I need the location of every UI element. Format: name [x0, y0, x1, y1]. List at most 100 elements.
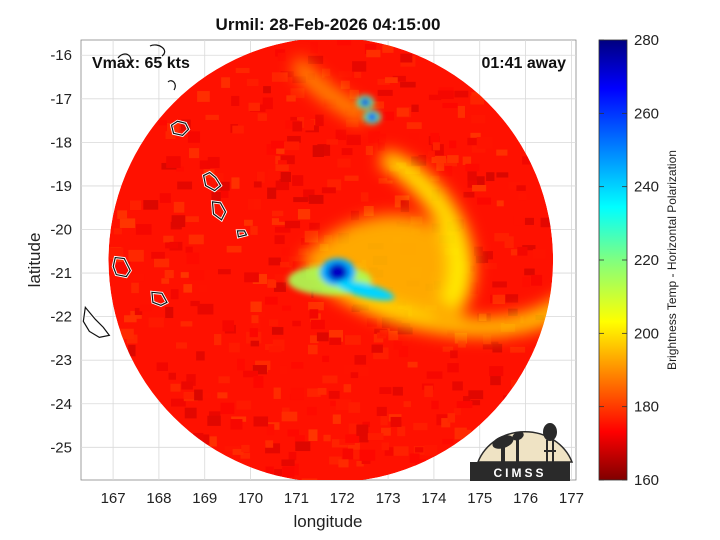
texture-cell — [207, 156, 220, 169]
y-tick-label: -22 — [50, 309, 72, 326]
texture-cell — [250, 226, 258, 235]
texture-cell — [409, 133, 419, 140]
texture-cell — [424, 385, 433, 398]
texture-cell — [382, 111, 395, 121]
texture-cell — [263, 86, 271, 94]
texture-cell — [268, 346, 282, 353]
south-band — [320, 270, 554, 337]
texture-cell — [131, 282, 139, 294]
texture-cell — [380, 413, 388, 426]
texture-cell — [378, 178, 393, 184]
texture-cell — [275, 179, 290, 191]
texture-cell — [436, 159, 445, 171]
texture-cell — [177, 181, 193, 190]
texture-cell — [344, 175, 359, 181]
texture-cell — [470, 132, 481, 142]
texture-cell — [322, 375, 338, 384]
texture-cell — [400, 200, 410, 213]
texture-cell — [267, 279, 277, 288]
x-axis-label: longitude — [293, 512, 362, 531]
y-tick-label: -25 — [50, 439, 72, 456]
texture-cell — [201, 434, 210, 445]
x-tick-label: 174 — [421, 490, 446, 507]
texture-cell — [241, 444, 250, 452]
x-tick-label: 167 — [101, 490, 126, 507]
texture-cell — [176, 166, 184, 172]
island-g — [82, 305, 111, 338]
texture-cell — [522, 156, 531, 165]
texture-cell — [207, 415, 221, 426]
north-cell-1 — [360, 98, 371, 107]
texture-cell — [472, 184, 487, 192]
island-e — [112, 256, 131, 278]
texture-cell — [409, 453, 420, 463]
texture-cell — [257, 113, 267, 121]
texture-cell — [282, 466, 295, 478]
texture-cell — [301, 478, 318, 480]
texture-cell — [474, 246, 483, 256]
texture-cell — [280, 155, 295, 165]
texture-cell — [453, 408, 462, 416]
texture-cell — [377, 78, 390, 85]
texture-cell — [398, 345, 409, 358]
texture-cell — [424, 445, 438, 456]
texture-cell — [156, 362, 168, 371]
texture-cell — [505, 294, 519, 303]
coastlines — [81, 44, 249, 339]
y-tick-label: -18 — [50, 134, 72, 151]
texture-cell — [332, 414, 341, 424]
y-axis-label: latitude — [25, 233, 44, 288]
texture-cell — [345, 434, 360, 443]
texture-cell — [304, 230, 319, 243]
texture-cell — [418, 154, 426, 162]
texture-cell — [186, 252, 200, 265]
time-offset-label: 01:41 away — [481, 55, 566, 72]
texture-cell — [143, 200, 159, 210]
texture-cell — [378, 133, 387, 143]
y-tick-label: -23 — [50, 352, 72, 369]
texture-cell — [292, 76, 306, 84]
texture-cell — [226, 245, 242, 253]
texture-cell — [442, 102, 458, 109]
texture-cell — [329, 329, 343, 342]
texture-cell — [251, 315, 259, 324]
texture-cell — [265, 443, 281, 454]
texture-cell — [471, 92, 486, 99]
texture-cell — [197, 91, 210, 102]
texture-cell — [392, 75, 406, 82]
x-tick-label: 172 — [330, 490, 355, 507]
texture-cell — [366, 49, 381, 58]
texture-cell — [197, 303, 214, 315]
texture-cell — [482, 341, 499, 350]
texture-cell — [504, 236, 514, 248]
texture-cell — [406, 122, 422, 129]
texture-cell — [292, 320, 301, 327]
texture-cell — [274, 274, 287, 281]
texture-cell — [270, 140, 286, 149]
texture-cell — [316, 332, 329, 342]
texture-cell — [181, 381, 193, 390]
texture-cell — [317, 387, 327, 395]
texture-cell — [329, 337, 342, 345]
texture-cell — [381, 317, 397, 328]
y-tick-label: -19 — [50, 178, 72, 195]
texture-cell — [363, 205, 374, 216]
texture-cell — [352, 434, 369, 443]
texture-cell — [281, 459, 295, 467]
texture-cell — [349, 89, 359, 99]
texture-cell — [322, 355, 330, 363]
texture-cell — [217, 269, 231, 275]
texture-cell — [185, 216, 199, 223]
texture-cell — [447, 155, 459, 163]
texture-cell — [246, 78, 259, 86]
texture-cell — [343, 384, 352, 393]
texture-cell — [228, 342, 240, 353]
texture-cell — [300, 475, 310, 480]
texture-cell — [128, 249, 144, 262]
texture-cell — [271, 327, 284, 335]
texture-cell — [237, 358, 245, 371]
texture-cell — [188, 234, 204, 245]
texture-cell — [240, 452, 251, 459]
chart-title: Urmil: 28-Feb-2026 04:15:00 — [216, 15, 441, 34]
texture-cell — [280, 171, 291, 182]
